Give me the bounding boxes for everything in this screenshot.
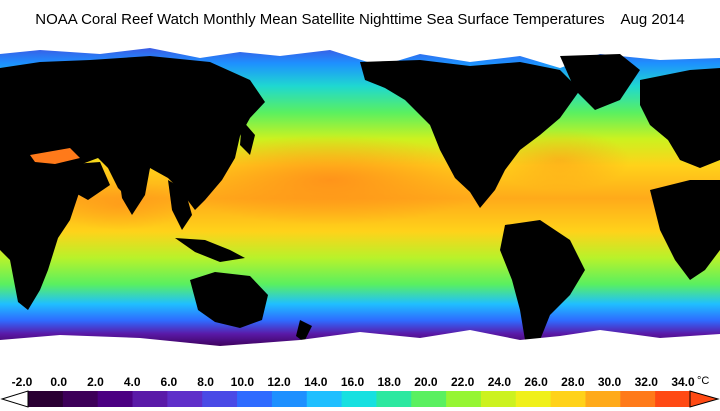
- scale-cell: [28, 391, 64, 407]
- scale-tick-label: 4.0: [124, 375, 141, 389]
- scale-tick-label: 10.0: [231, 375, 255, 389]
- indonesia-land: [175, 238, 245, 262]
- scale-cell: [97, 391, 134, 407]
- scale-cell: [376, 391, 412, 407]
- scale-tick-label: 14.0: [304, 375, 328, 389]
- scale-tick-label: 22.0: [451, 375, 475, 389]
- scale-cell: [237, 391, 273, 407]
- scale-tick-label: 8.0: [197, 375, 214, 389]
- scale-tick-label: 28.0: [561, 375, 585, 389]
- scale-tick-label: 26.0: [524, 375, 548, 389]
- scale-cell: [167, 391, 203, 407]
- scale-tick-label: 24.0: [488, 375, 512, 389]
- scale-tick-label: 2.0: [87, 375, 104, 389]
- antarctica-ice: [0, 330, 720, 370]
- arctic-ice: [0, 40, 720, 68]
- scale-cell: [550, 391, 586, 407]
- india-land: [118, 168, 150, 215]
- scale-tick-label: 16.0: [341, 375, 365, 389]
- australia-land: [190, 272, 268, 328]
- scale-cell: [341, 391, 377, 407]
- title-text: NOAA Coral Reef Watch Monthly Mean Satel…: [35, 11, 605, 28]
- scale-cell: [655, 391, 691, 407]
- new-zealand-land: [296, 320, 312, 342]
- greenland-land: [560, 54, 640, 110]
- southeast-asia-land: [168, 180, 192, 230]
- color-scale-bar: -2.0 0.0 2.0 4.0 6.0 8.0 10.0 12.0 14.0 16.0 18.0 2…: [0, 375, 720, 408]
- scale-cell: [271, 391, 308, 407]
- scale-tick-label: -2.0: [12, 375, 33, 389]
- scale-tick-label: 34.0: [671, 375, 695, 389]
- title-date: Aug 2014: [620, 11, 685, 28]
- scale-cell: [62, 391, 99, 407]
- north-america-land: [360, 60, 580, 208]
- pacific-warm-pool: [170, 135, 490, 225]
- europe-land: [640, 68, 720, 168]
- scale-cell: [306, 391, 343, 407]
- scale-tick-label: 12.0: [267, 375, 291, 389]
- africa-east-edge: [650, 180, 720, 280]
- unit-label: °C: [697, 375, 709, 387]
- sst-map: [0, 40, 720, 370]
- scale-cell: [411, 391, 447, 407]
- scale-tick-label: 6.0: [161, 375, 178, 389]
- scale-cell: [585, 391, 621, 407]
- scale-tick-label: 18.0: [378, 375, 402, 389]
- scale-tick-label: 30.0: [598, 375, 622, 389]
- scale-tick-label: 20.0: [414, 375, 438, 389]
- scale-cell: [480, 391, 517, 407]
- scale-cell: [202, 391, 238, 407]
- mediterranean-sea: [30, 148, 80, 164]
- map-title: NOAA Coral Reef Watch Monthly Mean Satel…: [0, 0, 720, 40]
- scale-tick-label: 0.0: [50, 375, 67, 389]
- scale-cell: [132, 391, 168, 407]
- color-scale: -2.0 0.0 2.0 4.0 6.0 8.0 10.0 12.0 14.0 16.0 18.0 2…: [0, 370, 720, 411]
- south-america-land: [500, 220, 585, 358]
- scale-low-arrow: [0, 390, 29, 408]
- arabian-land: [60, 162, 110, 200]
- japan-land: [240, 120, 255, 155]
- scale-high-arrow: [689, 390, 720, 408]
- scale-cell: [515, 391, 552, 407]
- scale-tick-label: 32.0: [635, 375, 659, 389]
- scale-cell: [446, 391, 482, 407]
- scale-cell: [620, 391, 656, 407]
